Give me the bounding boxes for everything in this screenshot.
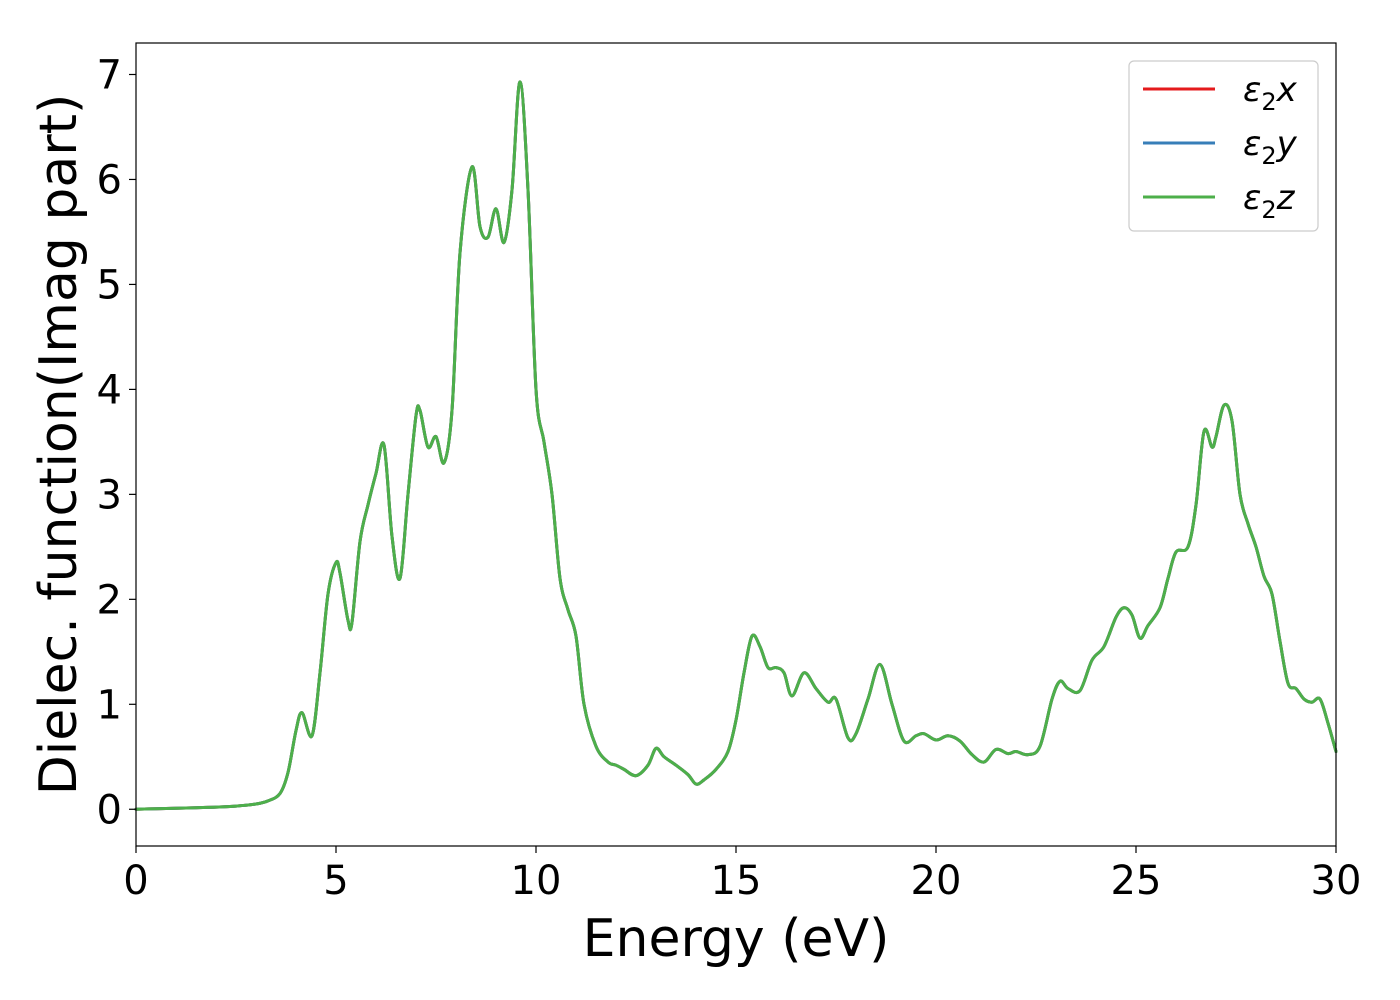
x-axis-ticks: 0 5 10 15 20 25 30 — [123, 846, 1361, 904]
x-tick-label: 20 — [911, 858, 962, 904]
series-line-3 — [134, 80, 1338, 811]
y-tick-label: 5 — [97, 262, 122, 308]
y-axis-label: Dielec. function(Imag part) — [29, 94, 89, 796]
legend-label-3: ε2z — [1243, 178, 1296, 224]
x-tick-label: 30 — [1311, 858, 1362, 904]
y-tick-label: 4 — [97, 367, 122, 413]
legend-label-2: ε2y — [1243, 124, 1298, 170]
legend: ε2x ε2y ε2z — [1128, 60, 1319, 232]
legend-box — [1128, 60, 1319, 232]
y-tick-label: 0 — [97, 787, 122, 833]
y-tick-label: 3 — [97, 472, 122, 518]
x-tick-label: 5 — [323, 858, 348, 904]
y-tick-label: 7 — [97, 52, 122, 98]
x-axis-label: Energy (eV) — [583, 909, 890, 969]
y-axis-ticks: 0 1 2 3 4 5 6 7 — [97, 52, 136, 833]
x-tick-label: 10 — [511, 858, 562, 904]
x-tick-label: 15 — [711, 858, 762, 904]
series-layer — [134, 80, 1338, 811]
y-tick-label: 1 — [97, 682, 122, 728]
y-tick-label: 2 — [97, 577, 122, 623]
x-tick-label: 25 — [1111, 858, 1162, 904]
x-tick-label: 0 — [123, 858, 148, 904]
legend-label-1: ε2x — [1243, 70, 1298, 116]
y-tick-label: 6 — [97, 157, 122, 203]
